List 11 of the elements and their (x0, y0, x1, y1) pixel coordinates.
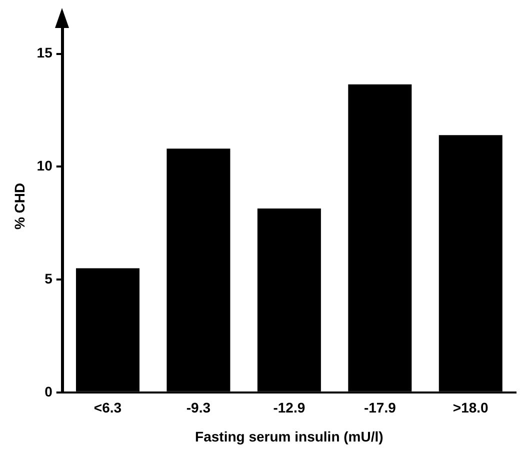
y-tick-label: 10 (36, 158, 53, 174)
y-axis-title: % CHD (11, 182, 28, 230)
y-tick-label: 5 (44, 270, 53, 286)
x-tick-label: -17.9 (364, 400, 396, 416)
y-tick-label: 0 (44, 383, 53, 400)
x-tick-label: -9.3 (186, 400, 211, 416)
x-tick-label: >18.0 (452, 400, 489, 416)
x-tick-label: <6.3 (94, 400, 122, 416)
x-tick-label: -12.9 (273, 400, 306, 416)
y-tick-label: 15 (36, 44, 53, 61)
x-axis-title: Fasting serum insulin (mU/l) (195, 428, 384, 444)
